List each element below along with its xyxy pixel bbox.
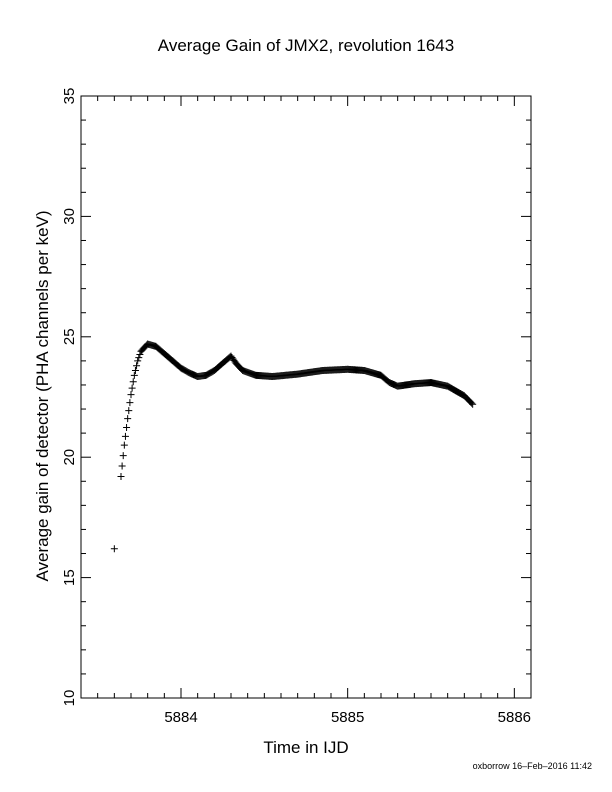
data-point	[469, 400, 477, 408]
x-tick-label: 5884	[164, 709, 197, 726]
axis-ticks	[80, 95, 532, 699]
data-point	[131, 367, 139, 375]
x-tick-label: 5886	[498, 709, 531, 726]
data-point	[120, 441, 128, 449]
data-point	[136, 350, 144, 358]
data-points	[110, 340, 477, 553]
data-point	[468, 399, 476, 407]
chart-title: Average Gain of JMX2, revolution 1643	[157, 36, 455, 55]
data-point	[121, 432, 129, 440]
data-point	[130, 371, 138, 379]
footer-credit: oxborrow 16–Feb–2016 11:42	[472, 761, 592, 771]
x-tick-label: 5885	[331, 709, 364, 726]
data-point	[126, 399, 134, 407]
x-axis-label: Time in IJD	[263, 738, 349, 757]
y-tick-label: 10	[61, 690, 78, 707]
data-point	[119, 452, 127, 460]
y-tick-label: 15	[61, 569, 78, 586]
data-point	[127, 391, 135, 399]
data-point	[118, 462, 126, 470]
tick-labels: 5884 5885 5886 10 15 20 25 30 35	[61, 88, 531, 726]
y-tick-label: 20	[61, 449, 78, 466]
data-point	[110, 545, 118, 553]
data-point	[129, 378, 137, 386]
y-tick-label: 35	[61, 88, 78, 105]
data-point	[124, 415, 132, 423]
data-point	[135, 354, 143, 362]
y-tick-label: 25	[61, 328, 78, 345]
data-point	[128, 384, 136, 392]
data-point	[117, 472, 125, 480]
data-point	[134, 357, 142, 365]
data-point	[133, 362, 141, 370]
y-tick-label: 30	[61, 208, 78, 225]
plot-frame	[80, 95, 532, 699]
y-axis-label: Average gain of detector (PHA channels p…	[33, 210, 52, 582]
data-point	[125, 407, 133, 415]
data-point	[123, 424, 131, 432]
